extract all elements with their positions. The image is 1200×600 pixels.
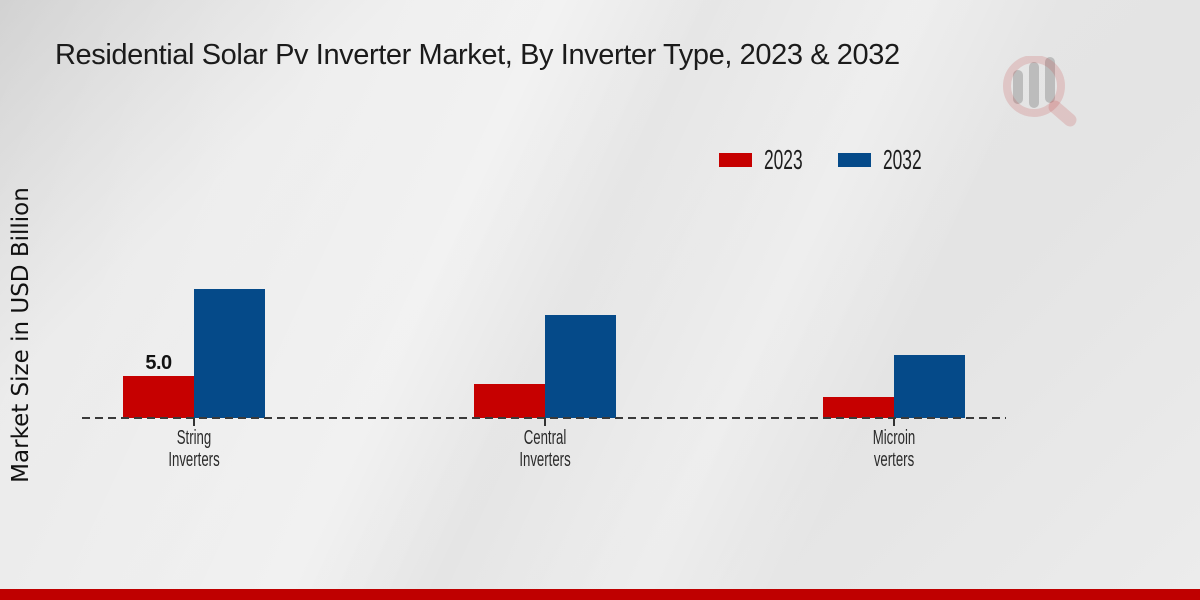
category-line: Inverters: [519, 449, 571, 471]
axis-tick: [544, 418, 546, 426]
category-line: Central: [523, 427, 567, 449]
bar-2032-microinverters: [894, 354, 965, 418]
category-label-microinverters: Microin verters: [873, 427, 916, 471]
logo-bar-short: [1013, 70, 1023, 104]
chart-title: Residential Solar Pv Inverter Market, By…: [55, 39, 900, 71]
bar-value-label: 5.0: [145, 351, 172, 374]
bar-2032-string-inverters: [194, 288, 265, 418]
bar-2032-central-inverters: [545, 314, 616, 418]
logo-bar-tall: [1045, 57, 1055, 103]
axis-tick: [893, 418, 895, 426]
bar-2023-string-inverters: 5.0: [123, 352, 194, 418]
legend-label-2032: 2032: [883, 144, 922, 175]
magnifier-bar-chart-logo: [1003, 56, 1077, 127]
category-line: verters: [873, 449, 915, 471]
logo-magnifier-handle: [1048, 100, 1077, 127]
bar-2023-microinverters: [823, 396, 894, 418]
bar-2023-central-inverters: [474, 384, 545, 418]
footer-accent-bar: [0, 589, 1200, 600]
axis-tick: [193, 418, 195, 426]
legend-swatch-2023: [719, 153, 752, 167]
legend-label-2023: 2023: [764, 144, 803, 175]
logo-bar-medium: [1029, 62, 1039, 108]
y-axis-label: Market Size in USD Billion: [8, 187, 34, 483]
category-line: Inverters: [168, 449, 220, 471]
logo-magnifier-ring: [1003, 56, 1065, 117]
category-label-central-inverters: Central Inverters: [519, 427, 570, 471]
legend-swatch-2032: [838, 153, 871, 167]
category-line: Microin: [872, 427, 916, 449]
category-label-string-inverters: String Inverters: [168, 427, 219, 471]
category-line: String: [176, 427, 212, 449]
